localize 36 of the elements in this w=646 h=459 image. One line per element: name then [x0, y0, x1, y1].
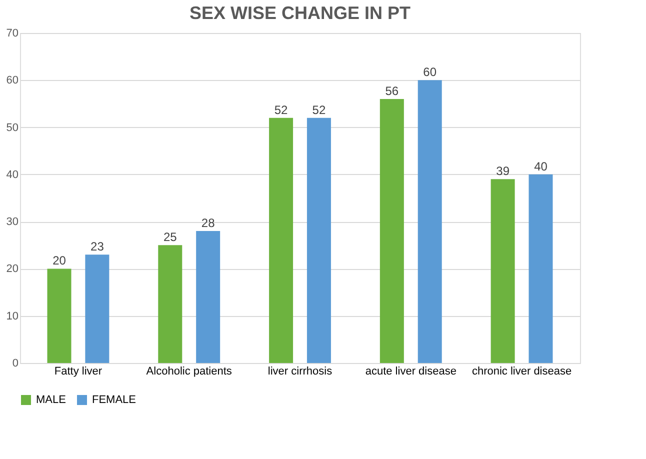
data-label: 25 — [163, 230, 178, 244]
y-tick-label: 30 — [6, 216, 18, 228]
data-label: 56 — [385, 84, 399, 98]
data-label: 28 — [201, 216, 216, 230]
chart-title: SEX WISE CHANGE IN PT — [189, 3, 411, 23]
y-tick-label: 0 — [12, 358, 18, 370]
data-label: 52 — [274, 102, 288, 117]
x-tick-label: Alcoholic patients — [146, 366, 232, 378]
y-tick-label: 20 — [6, 263, 18, 276]
x-tick-label: Fatty liver — [54, 366, 102, 378]
bar — [269, 118, 294, 363]
bar — [47, 268, 72, 363]
bar — [85, 254, 110, 363]
x-tick-label: acute liver disease — [365, 366, 456, 378]
bar — [490, 179, 515, 363]
bar — [196, 231, 220, 363]
y-tick-label: 50 — [6, 122, 18, 134]
y-tick-label: 40 — [6, 168, 18, 181]
data-label: 23 — [90, 240, 104, 254]
y-tick-label: 60 — [6, 74, 18, 87]
data-label: 40 — [534, 159, 548, 174]
y-tick-label: 70 — [6, 28, 18, 40]
bar — [528, 174, 553, 363]
legend-label: FEMALE — [92, 394, 136, 406]
bar — [418, 80, 442, 363]
data-label: 52 — [312, 102, 326, 117]
x-tick-label: chronic liver disease — [472, 366, 572, 378]
bar — [158, 245, 182, 363]
bar — [306, 118, 331, 363]
data-label: 60 — [423, 65, 437, 80]
x-tick-label: liver cirrhosis — [268, 366, 333, 378]
data-label: 39 — [496, 164, 510, 178]
y-tick-label: 10 — [6, 310, 18, 322]
bar — [380, 99, 404, 363]
legend-label: MALE — [36, 394, 66, 406]
data-label: 20 — [52, 254, 66, 268]
